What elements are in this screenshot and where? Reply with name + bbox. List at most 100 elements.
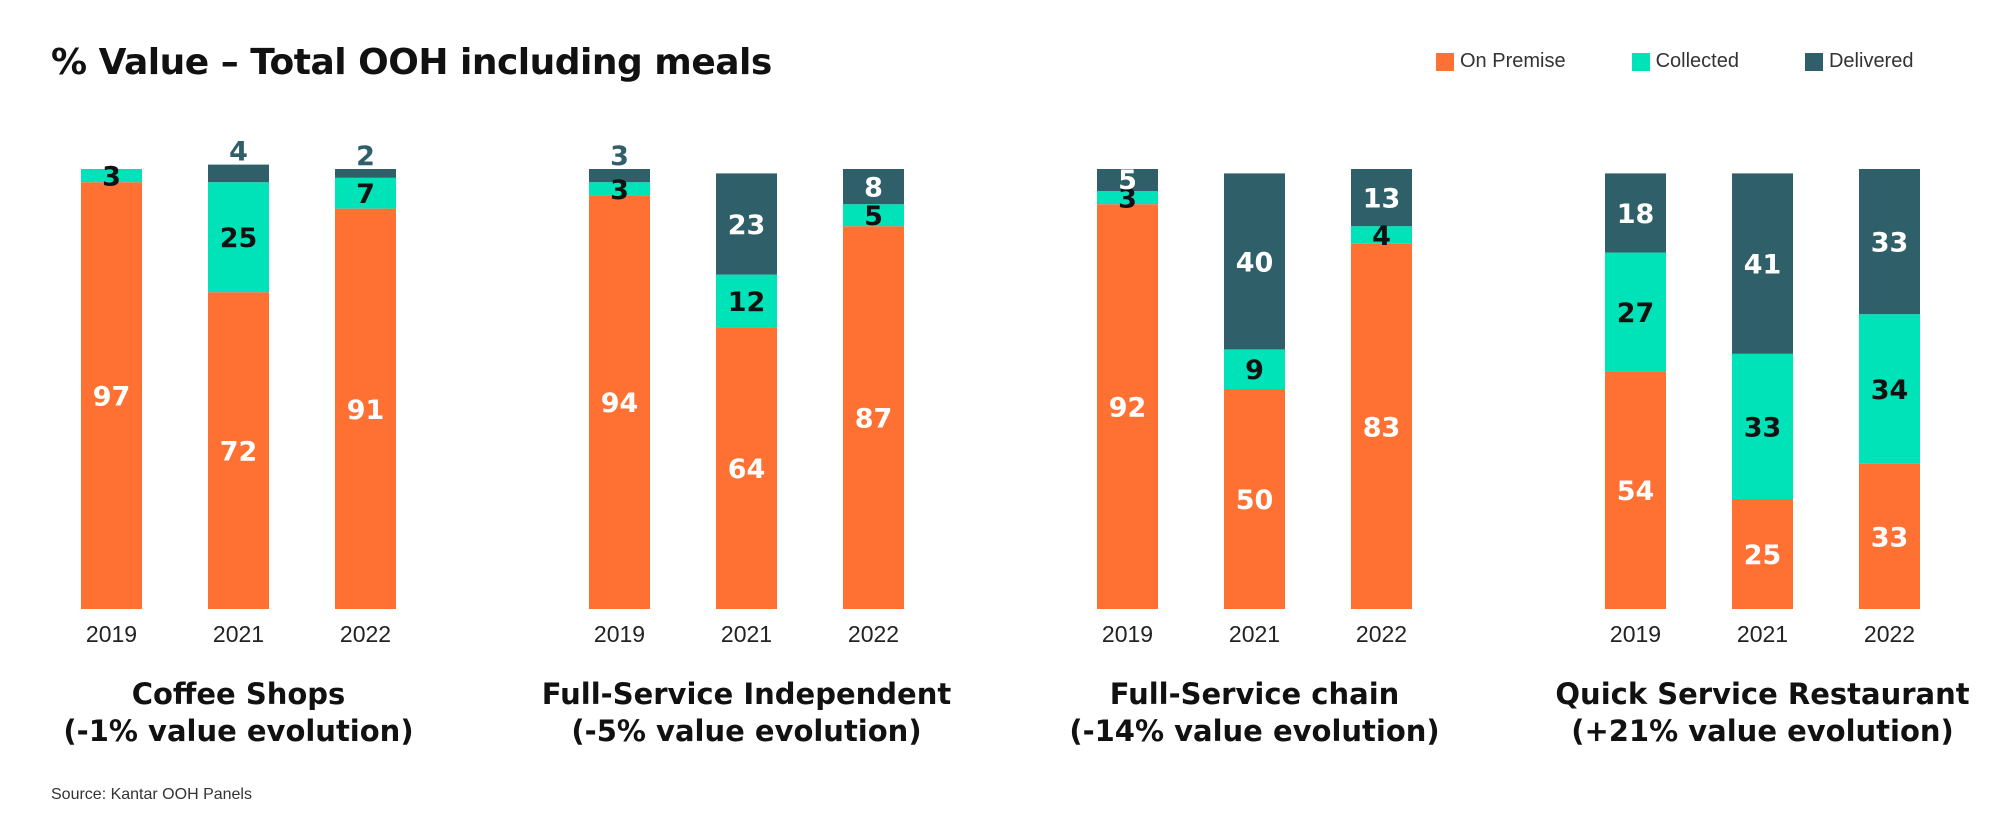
panel-2-bar-2019-delivered <box>589 169 650 183</box>
panel-2-bar-2021-collected <box>716 274 777 328</box>
panel-3-label-2022-on-premise: 83 <box>1363 412 1401 443</box>
panel-2-bar-2022-collected <box>843 204 904 227</box>
panel-1-label-2022-collected: 7 <box>356 179 375 210</box>
panel-4-bar-2022-delivered <box>1859 169 1920 315</box>
panel-1-tick-2022: 2022 <box>340 621 391 647</box>
panel-4-title: Quick Service Restaurant <box>1555 677 1969 711</box>
panel-1-title: Coffee Shops <box>132 677 346 711</box>
panel-1-subtitle: (-1% value evolution) <box>63 714 413 748</box>
panel-1-bar-2022-collected <box>335 177 396 209</box>
panel-4-label-2019-on-premise: 54 <box>1617 476 1655 507</box>
legend-item-delivered: Delivered <box>1804 50 1914 73</box>
panel-4-bar-2021-collected <box>1732 353 1793 499</box>
panel-3-subtitle: (-14% value evolution) <box>1069 714 1439 748</box>
panel-3-label-2021-on-premise: 50 <box>1236 485 1274 516</box>
panel-4-bar-2019-collected <box>1605 252 1666 372</box>
legend-item-on-premise: On Premise <box>1436 50 1566 73</box>
panel-2-label-2021-delivered: 23 <box>728 210 766 241</box>
panel-1-bar-2021-collected <box>208 182 269 293</box>
panel-1-tick-2021: 2021 <box>213 621 264 647</box>
panel-2-tick-2021: 2021 <box>721 621 772 647</box>
panel-2-bar-2022-delivered <box>843 169 904 205</box>
panel-2-bar-2019-collected <box>589 182 650 196</box>
panel-2-bar-2021-delivered <box>716 173 777 275</box>
legend-swatch-collected <box>1631 52 1650 71</box>
panel-4-label-2021-delivered: 41 <box>1744 250 1782 281</box>
panel-3-label-2021-delivered: 40 <box>1236 247 1274 278</box>
panel-4-label-2022-on-premise: 33 <box>1871 522 1909 553</box>
panel-1-label-2019-collected: 3 <box>102 162 121 193</box>
panel-4-subtitle: (+21% value evolution) <box>1571 714 1954 748</box>
panel-2-bar-2022-on-premise <box>843 226 904 609</box>
panel-4-bar-2021-on-premise <box>1732 499 1793 609</box>
panel-2-tick-2019: 2019 <box>594 621 645 647</box>
legend-label-delivered: Delivered <box>1828 50 1914 72</box>
panel-3-bar-2021-delivered <box>1224 173 1285 350</box>
panel-4-label-2022-collected: 34 <box>1871 375 1909 406</box>
panel-2-label-2021-collected: 12 <box>728 287 766 318</box>
panel-1-bar-2021-on-premise <box>208 292 269 609</box>
panel-2-label-2022-collected: 5 <box>864 201 883 232</box>
panel-2-tick-2022: 2022 <box>848 621 899 647</box>
panel-3-bar-2022-collected <box>1351 226 1412 244</box>
panel-3-label-2019-collected: 3 <box>1118 184 1137 215</box>
panel-3-tick-2021: 2021 <box>1229 621 1280 647</box>
panel-1-bar-2019-collected <box>81 169 142 183</box>
panel-2-title: Full-Service Independent <box>542 677 952 711</box>
panel-4-tick-2019: 2019 <box>1610 621 1661 647</box>
panel-4-tick-2022: 2022 <box>1864 621 1915 647</box>
panel-3-label-2022-collected: 4 <box>1372 221 1391 252</box>
panel-2-label-2019-on-premise: 94 <box>601 388 639 419</box>
legend-label-collected: Collected <box>1655 50 1739 72</box>
legend-swatch-delivered <box>1804 52 1823 71</box>
panel-3-label-2022-delivered: 13 <box>1363 184 1401 215</box>
panel-3-bar-2022-on-premise <box>1351 243 1412 610</box>
panel-1-label-2021-on-premise: 72 <box>220 437 258 468</box>
panel-2-label-2021-on-premise: 64 <box>728 454 766 485</box>
panel-4-label-2019-collected: 27 <box>1617 298 1655 329</box>
panel-4-label-2021-on-premise: 25 <box>1744 540 1782 571</box>
panel-2-subtitle: (-5% value evolution) <box>571 714 921 748</box>
panel-2-label-2019-collected: 3 <box>610 175 629 206</box>
panel-4-label-2019-delivered: 18 <box>1617 199 1655 230</box>
panel-4-bar-2019-on-premise <box>1605 371 1666 609</box>
panel-1-label-2021-delivered: 4 <box>229 137 248 168</box>
panel-4-label-2021-collected: 33 <box>1744 412 1782 443</box>
panel-3-bar-2022-delivered <box>1351 169 1412 227</box>
legend-label-on-premise: On Premise <box>1460 50 1566 72</box>
panel-1-tick-2019: 2019 <box>86 621 137 647</box>
panel-2-label-2022-delivered: 8 <box>864 173 883 204</box>
panel-4-bar-2021-delivered <box>1732 173 1793 354</box>
panel-3-bar-2019-on-premise <box>1097 204 1158 609</box>
panel-1-label-2022-delivered: 2 <box>356 141 375 172</box>
panel-2-bar-2019-on-premise <box>589 195 650 609</box>
panel-3-label-2019-delivered: 5 <box>1118 165 1137 196</box>
panel-2-bar-2021-on-premise <box>716 327 777 609</box>
panel-1-bar-2019-on-premise <box>81 182 142 609</box>
panel-4-bar-2022-collected <box>1859 314 1920 464</box>
panel-2-label-2019-delivered: 3 <box>610 141 629 172</box>
legend-swatch-on-premise <box>1436 52 1454 71</box>
source-note: Source: Kantar OOH Panels <box>51 786 252 803</box>
panel-3-bar-2021-collected <box>1224 349 1285 389</box>
panel-3-bar-2021-on-premise <box>1224 389 1285 609</box>
panel-1-label-2022-on-premise: 91 <box>347 395 385 426</box>
panel-3-label-2021-collected: 9 <box>1245 355 1264 386</box>
panel-3-title: Full-Service chain <box>1110 677 1400 711</box>
panel-1-bar-2021-delivered <box>208 164 269 183</box>
panel-4-bar-2022-on-premise <box>1859 463 1920 609</box>
panel-3-label-2019-on-premise: 92 <box>1109 393 1147 424</box>
panel-4-tick-2021: 2021 <box>1737 621 1788 647</box>
panel-1-label-2019-on-premise: 97 <box>93 382 131 413</box>
chart-title: % Value – Total OOH including meals <box>51 42 772 83</box>
panel-2-label-2022-on-premise: 87 <box>855 404 893 435</box>
panel-3-bar-2019-collected <box>1097 191 1158 205</box>
panel-3-tick-2022: 2022 <box>1356 621 1407 647</box>
panel-4-label-2022-delivered: 33 <box>1871 228 1909 259</box>
panel-1-label-2021-collected: 25 <box>220 223 258 254</box>
legend-item-collected: Collected <box>1631 50 1739 73</box>
panel-4-bar-2019-delivered <box>1605 173 1666 253</box>
legend: On Premise Collected Delivered <box>1436 50 1913 73</box>
panel-1-bar-2022-delivered <box>335 169 396 178</box>
